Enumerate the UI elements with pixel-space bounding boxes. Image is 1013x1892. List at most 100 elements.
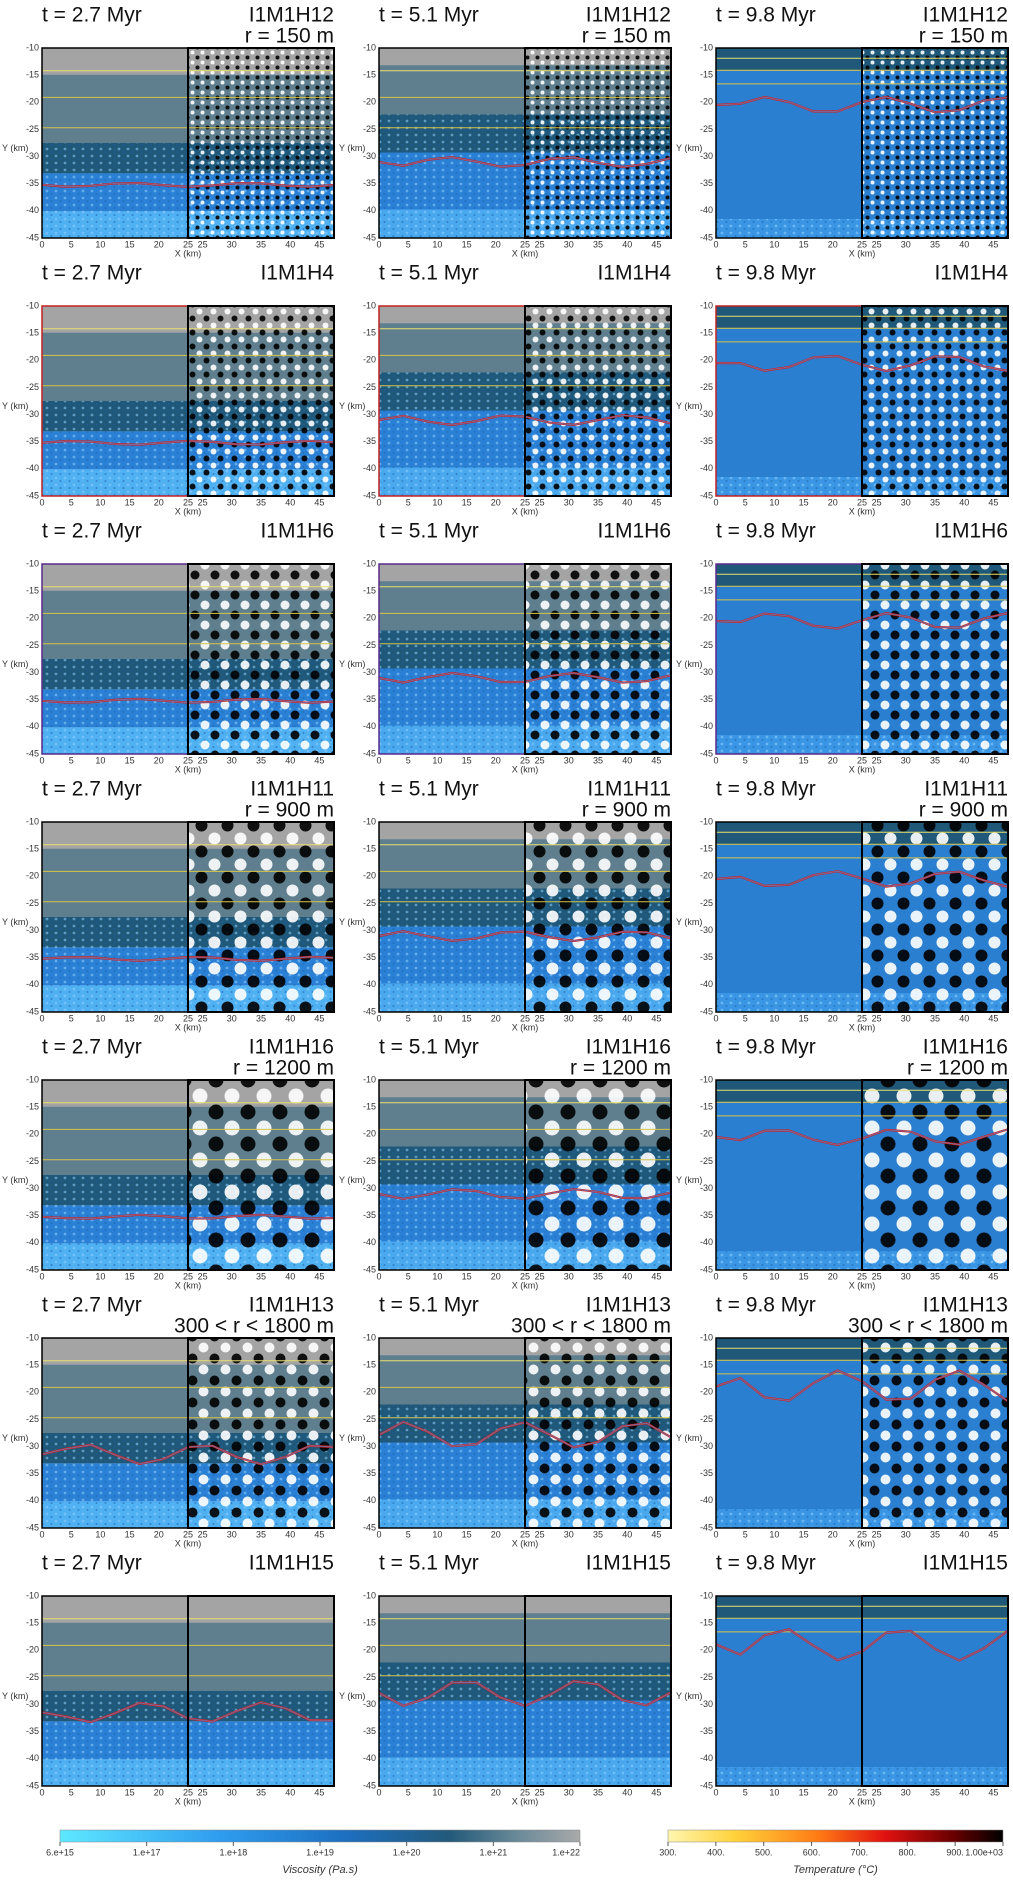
x-axis-label: X (km) [849, 1538, 876, 1548]
y-tick-label: -10 [26, 1332, 39, 1342]
y-axis-label: Y (km) [676, 917, 702, 927]
y-tick-label: -40 [363, 1237, 376, 1247]
x-tick-label: 10 [432, 1529, 442, 1539]
x-axis-label: X (km) [849, 1022, 876, 1032]
y-axis-label: Y (km) [676, 1433, 702, 1443]
y-tick-label: -30 [26, 667, 39, 677]
x-tick-label: 30 [901, 497, 911, 507]
y-axis-label: Y (km) [2, 1433, 28, 1443]
model-label: I1M1H15 [923, 1552, 1008, 1575]
x-tick-label: 40 [622, 1787, 632, 1797]
x-tick-label: 40 [285, 239, 295, 249]
x-tick-label: 0 [376, 497, 381, 507]
x-tick-label: 25 [520, 497, 530, 507]
particles [525, 48, 671, 238]
y-axis-label: Y (km) [2, 917, 28, 927]
y-tick-label: -20 [700, 871, 713, 881]
x-tick-label: 5 [406, 1529, 411, 1539]
colorbar-tick-label: 900. [946, 1847, 964, 1857]
colorbar-tick-label: 1.e+21 [479, 1847, 507, 1857]
y-tick-label: -25 [700, 1672, 713, 1682]
y-tick-label: -10 [363, 1074, 376, 1084]
y-tick-label: -40 [26, 721, 39, 731]
y-tick-label: -20 [700, 1645, 713, 1655]
x-tick-label: 25 [520, 1529, 530, 1539]
y-tick-label: -25 [700, 640, 713, 650]
particles [862, 306, 1008, 496]
colorbar-label: Viscosity (Pa.s) [282, 1864, 358, 1876]
x-tick-label: 25 [535, 239, 545, 249]
x-tick-label: 15 [125, 1529, 135, 1539]
x-axis-label: X (km) [512, 1538, 539, 1548]
y-tick-label: -35 [363, 952, 376, 962]
y-tick-label: -30 [26, 1183, 39, 1193]
y-tick-label: -20 [700, 355, 713, 365]
x-tick-label: 25 [183, 755, 193, 765]
y-tick-label: -15 [363, 844, 376, 854]
y-tick-label: -30 [26, 409, 39, 419]
x-tick-label: 0 [713, 1271, 718, 1281]
x-tick-label: 40 [285, 1529, 295, 1539]
half-frame [187, 1079, 335, 1271]
colorbar-tick-label: 500. [755, 1847, 773, 1857]
y-tick-label: -35 [363, 1726, 376, 1736]
x-tick-label: 45 [651, 1787, 661, 1797]
x-tick-label: 25 [198, 1787, 208, 1797]
x-tick-label: 5 [743, 1013, 748, 1023]
y-tick-label: -15 [700, 586, 713, 596]
x-tick-label: 40 [959, 1787, 969, 1797]
y-tick-label: -15 [700, 844, 713, 854]
time-label: t = 9.8 Myr [716, 4, 816, 27]
x-tick-label: 45 [651, 497, 661, 507]
y-tick-label: -45 [363, 1522, 376, 1532]
colorbar-tick-label: 300. [659, 1847, 677, 1857]
y-tick-label: -20 [26, 613, 39, 623]
y-tick-label: -45 [700, 490, 713, 500]
y-tick-label: -35 [700, 1726, 713, 1736]
y-axis-label: Y (km) [2, 401, 28, 411]
model-label: I1M1H4 [597, 262, 671, 285]
x-axis-label: X (km) [849, 764, 876, 774]
x-tick-label: 15 [125, 755, 135, 765]
time-label: t = 5.1 Myr [379, 778, 479, 801]
time-label: t = 2.7 Myr [42, 1036, 142, 1059]
x-tick-label: 35 [930, 755, 940, 765]
x-tick-label: 40 [285, 1013, 295, 1023]
y-tick-label: -25 [363, 898, 376, 908]
y-tick-label: -15 [363, 70, 376, 80]
x-tick-label: 0 [713, 755, 718, 765]
x-tick-label: 10 [95, 755, 105, 765]
y-tick-label: -35 [363, 1210, 376, 1220]
model-label: I1M1H15 [249, 1552, 334, 1575]
x-tick-label: 10 [432, 497, 442, 507]
x-tick-label: 45 [314, 1529, 324, 1539]
x-tick-label: 5 [69, 239, 74, 249]
colorbar-tick-label: 1.e+20 [393, 1847, 421, 1857]
y-tick-label: -25 [700, 124, 713, 134]
time-label: t = 9.8 Myr [716, 1552, 816, 1575]
time-label: t = 5.1 Myr [379, 1036, 479, 1059]
time-label: t = 2.7 Myr [42, 4, 142, 27]
particles [525, 1338, 671, 1528]
x-tick-label: 20 [491, 1013, 501, 1023]
x-tick-label: 10 [769, 755, 779, 765]
y-tick-label: -30 [363, 151, 376, 161]
x-tick-label: 25 [872, 1271, 882, 1281]
colorbar-tick-label: 1.e+18 [219, 1847, 247, 1857]
x-tick-label: 5 [69, 1529, 74, 1539]
half-frame [861, 563, 1009, 755]
y-tick-label: -35 [26, 1468, 39, 1478]
x-axis-label: X (km) [849, 1796, 876, 1806]
half-frame [524, 305, 672, 497]
y-tick-label: -10 [363, 558, 376, 568]
panel: t = 5.1 Myr I1M1H6 -10 -15 -20 -25 -30 -35 -40 -4… [339, 520, 672, 774]
radius-label: r = 150 m [582, 25, 671, 48]
particles [525, 306, 671, 496]
x-tick-label: 25 [183, 497, 193, 507]
x-tick-label: 45 [314, 1787, 324, 1797]
half-frame [187, 305, 335, 497]
x-tick-label: 15 [462, 497, 472, 507]
x-tick-label: 5 [743, 1787, 748, 1797]
